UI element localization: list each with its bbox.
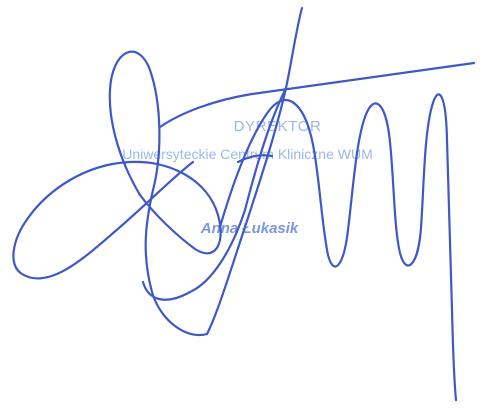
stamp-title: DYREKTOR — [233, 118, 322, 135]
signature-stroke-waves — [218, 93, 458, 402]
stamp-name: Anna Łukasik — [200, 220, 299, 237]
signature-stroke-main — [108, 6, 304, 337]
stamp-unit: Uniwersyteckie Centrum Kliniczne WUM — [122, 146, 373, 162]
